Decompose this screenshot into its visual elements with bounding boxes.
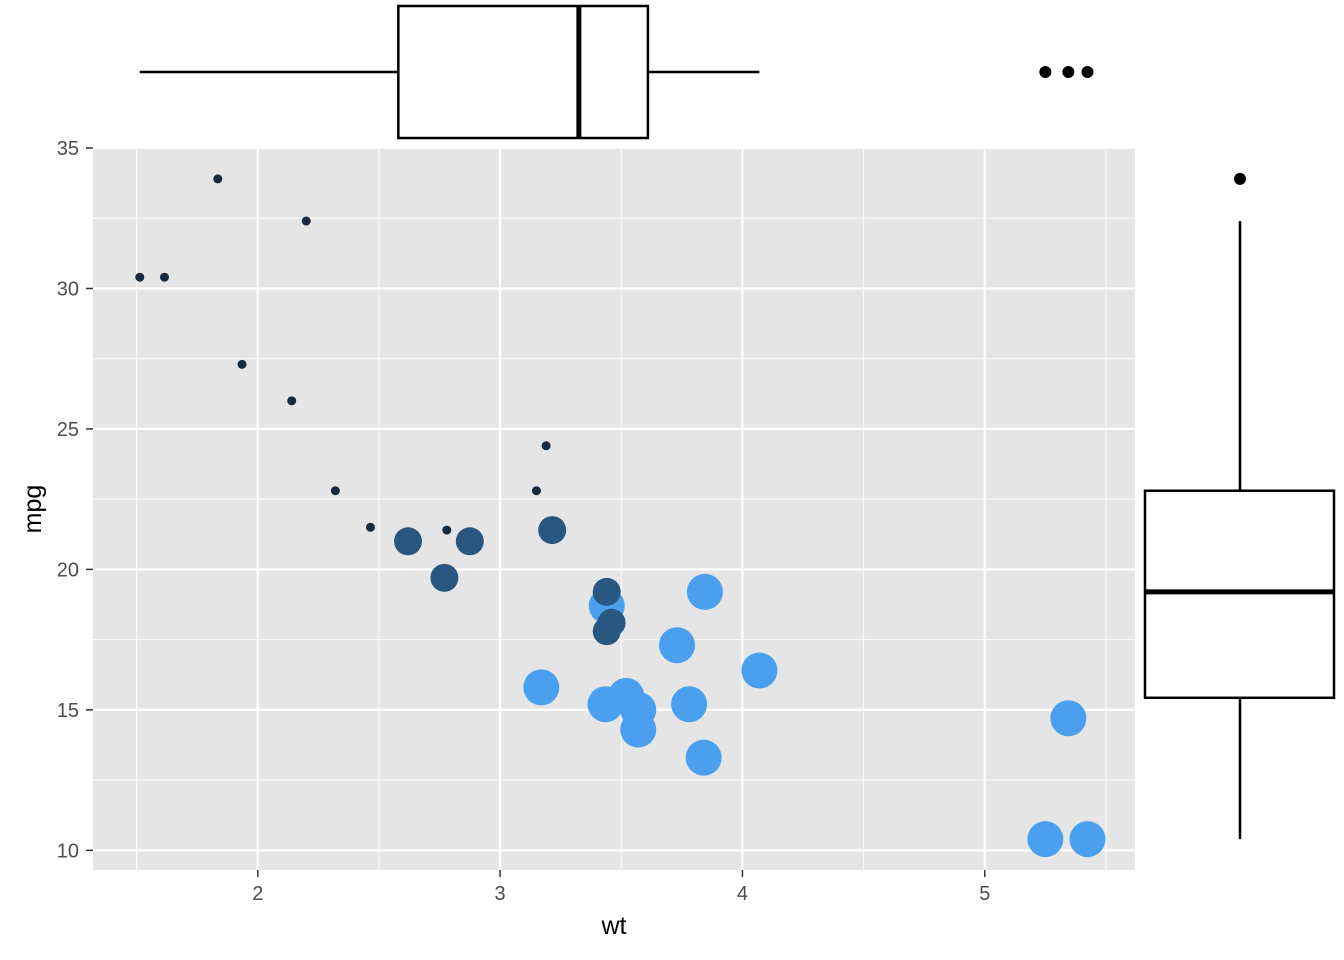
data-points xyxy=(135,174,1106,858)
x-boxplot-outlier xyxy=(1039,66,1052,78)
data-point xyxy=(1050,700,1087,737)
y-tick-label: 20 xyxy=(57,559,79,581)
x-tick-label: 2 xyxy=(252,883,263,905)
x-boxplot-outlier xyxy=(1081,66,1094,78)
data-point xyxy=(1027,821,1064,858)
data-point xyxy=(455,527,484,556)
data-point xyxy=(671,686,708,723)
data-point xyxy=(1069,821,1106,858)
data-point xyxy=(159,272,169,282)
x-tick-label: 3 xyxy=(495,883,506,905)
x-boxplot-outlier xyxy=(1062,66,1075,78)
grid-lines xyxy=(93,146,1135,870)
data-point xyxy=(531,486,541,496)
axes: 2 3 4 5 10 15 20 25 30 35 xyxy=(57,138,991,905)
data-point xyxy=(587,686,624,723)
data-point xyxy=(237,359,247,369)
data-point xyxy=(394,527,423,556)
y-tick-label: 30 xyxy=(57,278,79,300)
data-point xyxy=(592,617,621,646)
data-point xyxy=(620,691,657,728)
data-point xyxy=(135,272,145,282)
data-point xyxy=(686,573,723,610)
data-point xyxy=(365,522,375,532)
y-tick-label: 10 xyxy=(57,840,79,862)
data-point xyxy=(523,669,560,706)
data-point xyxy=(301,216,311,226)
data-point xyxy=(741,652,778,689)
data-point xyxy=(330,486,340,496)
data-point xyxy=(442,525,452,535)
data-point xyxy=(538,516,567,545)
y-boxplot-outlier xyxy=(1234,172,1246,185)
x-boxplot-box xyxy=(397,4,650,140)
y-tick-label: 25 xyxy=(57,419,79,441)
y-tick-label: 15 xyxy=(57,700,79,722)
x-axis-title: wt xyxy=(601,912,627,940)
data-point xyxy=(592,577,621,606)
data-point xyxy=(659,627,696,664)
y-marginal-boxplot xyxy=(1143,172,1336,840)
data-point xyxy=(541,441,551,451)
data-point xyxy=(287,396,297,406)
y-axis-title: mpg xyxy=(19,485,47,534)
plot-panel xyxy=(93,148,1135,870)
data-point xyxy=(213,174,223,184)
data-point xyxy=(430,563,459,592)
y-tick-label: 35 xyxy=(57,138,79,160)
x-tick-label: 5 xyxy=(979,883,990,905)
x-tick-label: 4 xyxy=(737,883,748,905)
data-point xyxy=(685,739,722,776)
x-marginal-boxplot xyxy=(139,4,1094,140)
